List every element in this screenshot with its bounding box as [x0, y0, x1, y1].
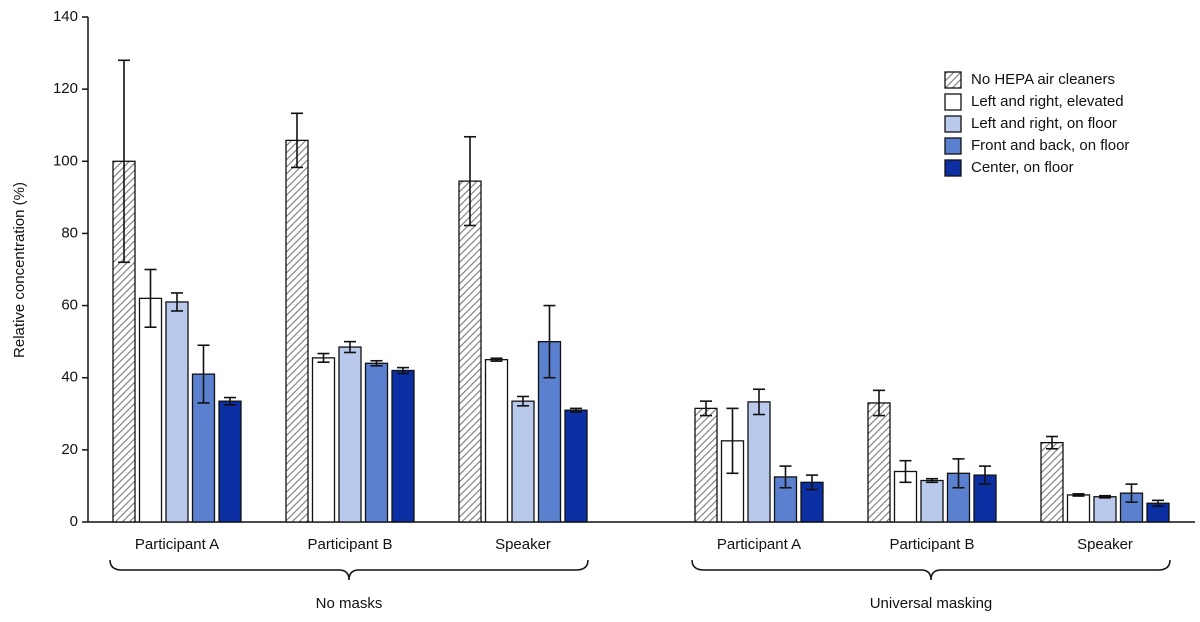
y-tick-label: 40	[61, 369, 78, 386]
error-bar	[952, 458, 965, 489]
bar	[511, 400, 535, 523]
error-bar	[543, 304, 556, 379]
error-bar	[171, 292, 183, 312]
bar	[138, 297, 163, 523]
x-tick-label: Participant A	[135, 536, 219, 553]
error-bar	[118, 59, 130, 264]
bar	[564, 409, 588, 523]
bar	[218, 400, 242, 523]
x-tick-label: Speaker	[495, 536, 551, 553]
error-bar	[344, 340, 356, 354]
group-brace	[109, 559, 589, 581]
legend-label: Left and right, on floor	[971, 115, 1117, 132]
bar	[867, 402, 891, 523]
y-tick-label: 120	[53, 80, 78, 97]
y-tick-label: 60	[61, 297, 78, 314]
bar	[165, 301, 189, 523]
y-tick-label: 20	[61, 441, 78, 458]
bar	[1040, 441, 1064, 523]
y-tick-label: 140	[53, 8, 78, 25]
legend-swatch	[944, 159, 962, 177]
legend-label: Front and back, on floor	[971, 137, 1129, 154]
y-tick-label: 0	[70, 513, 78, 530]
error-bar	[926, 477, 938, 484]
error-bar	[397, 366, 409, 375]
legend-swatch	[944, 71, 962, 89]
error-bar	[317, 352, 330, 364]
bar	[285, 139, 309, 523]
legend-label: Left and right, elevated	[971, 93, 1124, 110]
error-bar	[806, 474, 818, 491]
error-bar	[1152, 499, 1164, 507]
group-label: Universal masking	[870, 595, 993, 612]
bar	[391, 369, 415, 523]
x-tick-label: Participant B	[889, 536, 974, 553]
y-tick-label: 100	[53, 152, 78, 169]
bar	[920, 479, 944, 523]
x-tick-label: Participant B	[307, 536, 392, 553]
bar	[747, 401, 771, 523]
error-bar	[570, 407, 582, 413]
error-bar	[1072, 493, 1085, 497]
legend-label: No HEPA air cleaners	[971, 71, 1115, 88]
error-bar	[197, 344, 210, 404]
error-bar	[517, 395, 529, 407]
error-bar	[144, 268, 157, 329]
y-axis-label: Relative concentration (%)	[11, 182, 28, 358]
error-bar	[873, 389, 885, 417]
error-bar	[370, 359, 383, 367]
x-tick-label: Speaker	[1077, 536, 1133, 553]
bar	[364, 362, 389, 523]
error-bar	[1125, 483, 1138, 503]
bar	[1066, 494, 1091, 523]
bar	[338, 346, 362, 523]
bar	[694, 407, 718, 523]
error-bar	[700, 400, 712, 417]
y-tick-label: 80	[61, 224, 78, 241]
group-brace	[691, 559, 1171, 581]
legend-swatch	[944, 115, 962, 133]
bar	[458, 180, 482, 523]
bar	[1093, 496, 1117, 523]
error-bar	[464, 135, 476, 227]
x-tick-label: Participant A	[717, 536, 801, 553]
error-bar	[779, 465, 792, 489]
error-bar	[726, 407, 739, 475]
error-bar	[1099, 494, 1111, 499]
error-bar	[979, 465, 991, 485]
legend-label: Center, on floor	[971, 159, 1074, 176]
error-bar	[899, 459, 912, 484]
error-bar	[1046, 435, 1058, 450]
legend-swatch	[944, 137, 962, 155]
group-label: No masks	[316, 595, 383, 612]
error-bar	[224, 396, 236, 406]
bar	[484, 359, 509, 523]
bar	[311, 357, 336, 523]
error-bar	[753, 388, 765, 416]
error-bar	[291, 112, 303, 169]
error-bar	[490, 357, 503, 362]
legend-swatch	[944, 93, 962, 111]
